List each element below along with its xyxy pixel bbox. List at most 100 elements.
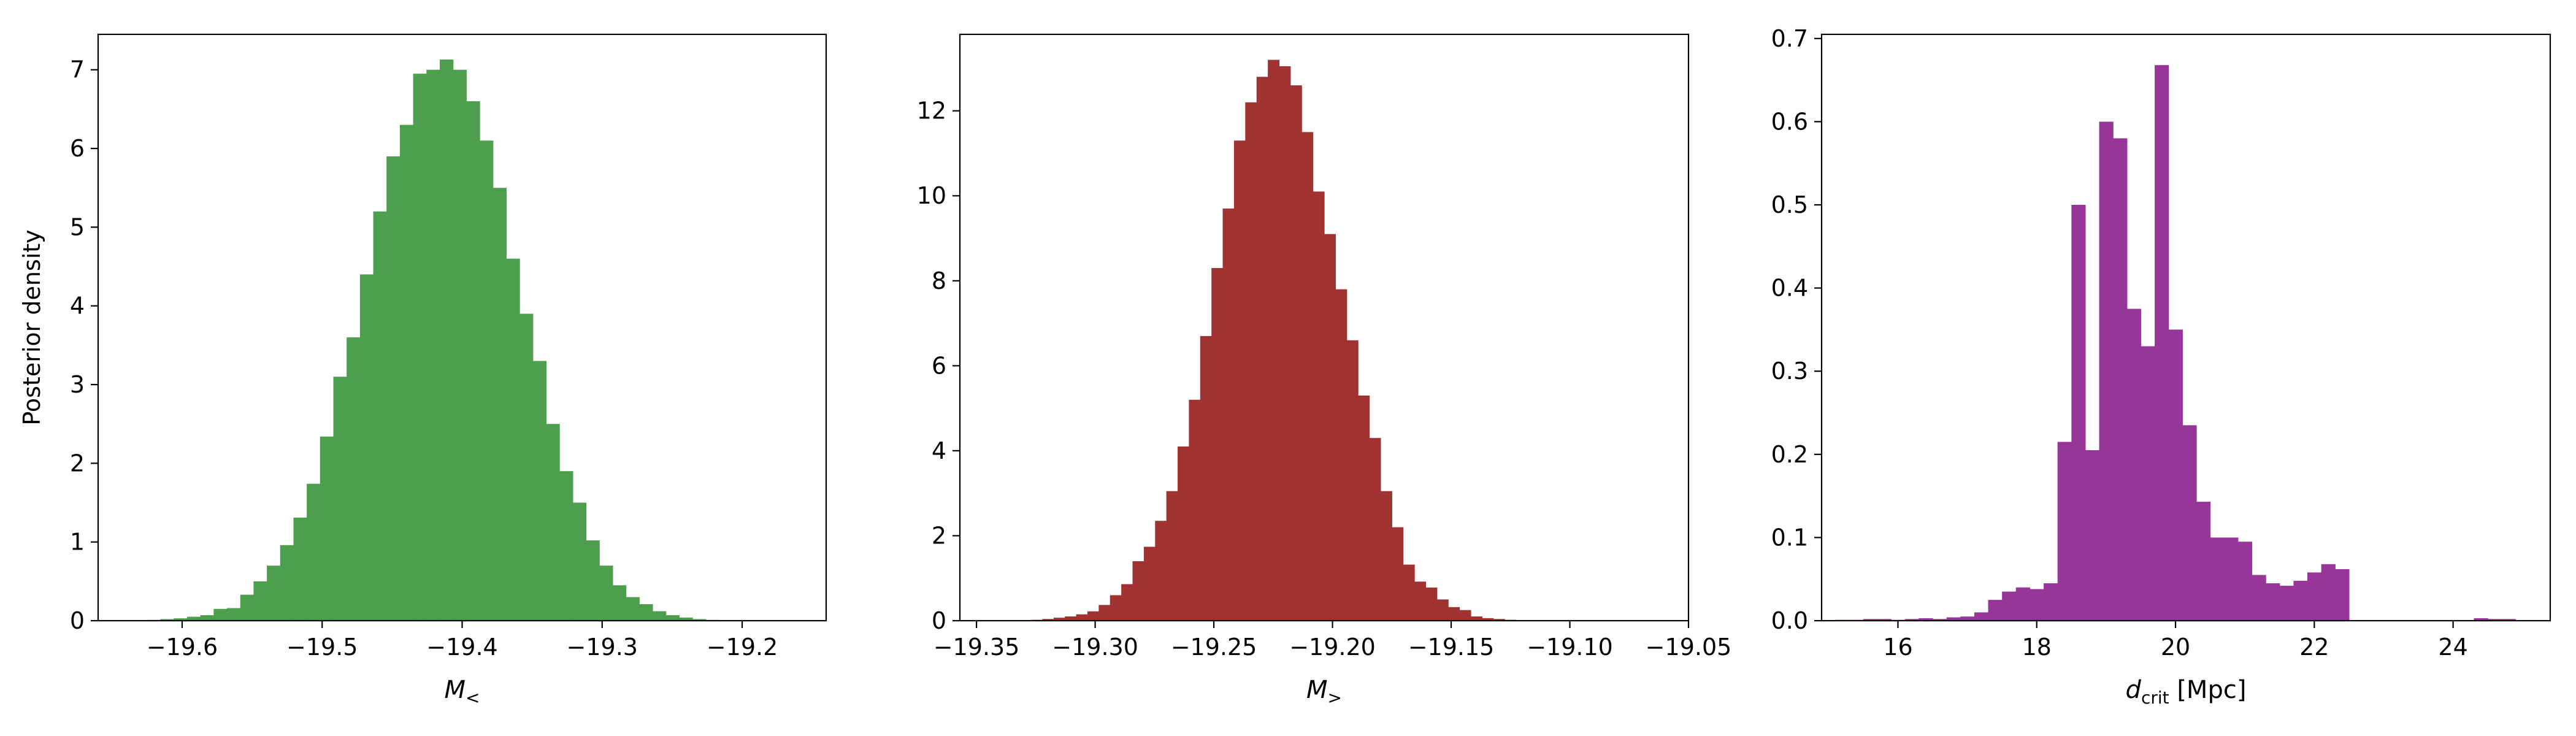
histogram-bar	[2307, 572, 2322, 621]
histogram-bar	[439, 59, 454, 621]
histogram-bar	[2071, 204, 2086, 621]
histogram-bar	[1974, 612, 1989, 621]
x-axis-label: dcrit [Mpc]	[2126, 676, 2247, 708]
histogram-bar	[307, 483, 321, 621]
histogram-bar	[1960, 616, 1975, 621]
histogram-bar	[1933, 619, 1947, 621]
histogram-bar	[1346, 340, 1359, 621]
histogram-bar	[493, 188, 507, 621]
histogram-bar	[1076, 614, 1088, 621]
histogram-bar	[1189, 399, 1201, 621]
y-tick-label: 4	[70, 293, 85, 320]
x-tick-label: −19.4	[426, 634, 497, 661]
histogram-bar	[480, 140, 494, 621]
x-tick-label: −19.15	[1408, 634, 1495, 661]
histogram-bar	[519, 313, 534, 621]
x-tick-label: 16	[1883, 634, 1912, 661]
histogram-bar	[1132, 561, 1144, 621]
y-tick-label: 10	[917, 182, 946, 209]
histogram-bar	[1143, 546, 1156, 621]
histogram-bar	[639, 604, 653, 621]
histogram-bar	[506, 258, 520, 621]
x-tick-label: −19.35	[933, 634, 1020, 661]
histogram-bar	[1493, 619, 1505, 621]
histogram-bar	[679, 617, 693, 621]
y-tick-label: 0.3	[1771, 358, 1808, 385]
histogram-bar	[2237, 542, 2253, 621]
histogram-bar	[227, 608, 241, 621]
x-tick-label: 22	[2299, 634, 2329, 661]
histogram-bar	[2085, 450, 2100, 621]
x-tick-label: −19.10	[1527, 634, 1613, 661]
histogram-bar	[1166, 491, 1178, 621]
histogram-bar	[2057, 442, 2072, 621]
y-tick-label: 12	[917, 98, 946, 125]
axes-frame	[1820, 33, 2551, 622]
histogram-bar	[1256, 77, 1268, 621]
histogram-bar	[2168, 329, 2183, 621]
panel-m-upper: −19.35 −19.30 −19.25 −19.20 −19.15 −19.10 −19.…	[917, 33, 1731, 708]
histogram-bar	[1098, 605, 1111, 621]
histogram-bar	[2266, 583, 2280, 621]
histogram-bar	[2321, 564, 2336, 621]
histogram-bar	[2293, 580, 2308, 621]
y-tick-label: 6	[932, 352, 946, 379]
histogram-bar	[1290, 85, 1302, 621]
histogram-bar	[1233, 140, 1246, 621]
histogram-bar	[2002, 591, 2017, 621]
histogram-bar	[1042, 619, 1054, 621]
histogram-bar	[1380, 491, 1392, 621]
histogram-bar	[333, 377, 347, 621]
histogram-bar	[1268, 59, 1280, 621]
y-tick-label: 0.4	[1771, 275, 1808, 302]
histogram-bar	[200, 615, 214, 621]
x-axis-label: M<	[445, 676, 480, 708]
histogram-bar	[1414, 581, 1427, 621]
histogram-bar	[612, 585, 627, 621]
histogram-bar	[1358, 395, 1370, 621]
histogram-bar	[373, 211, 387, 621]
x-tick-label: 24	[2438, 634, 2467, 661]
histogram-bar	[1279, 66, 1291, 621]
y-tick-label: 0.0	[1771, 607, 1808, 634]
histogram-bar	[2182, 425, 2197, 621]
histogram-bar	[1403, 564, 1415, 621]
histogram-bar	[1988, 600, 2003, 621]
histogram-bar	[213, 608, 228, 621]
x-tick-label: −19.25	[1171, 634, 1257, 661]
histogram-bar	[1946, 617, 1961, 621]
y-tick-label: 5	[70, 213, 85, 240]
histogram-bar	[2196, 502, 2211, 621]
histogram-bar	[186, 616, 201, 621]
x-tick-label: −19.6	[147, 634, 218, 661]
histogram-bar	[692, 619, 707, 621]
histogram-bar	[1211, 268, 1224, 621]
histogram-bar	[1065, 616, 1077, 621]
histogram-bar	[399, 125, 414, 621]
axes-frame	[959, 33, 1690, 622]
histogram-bar	[1863, 619, 1878, 621]
histogram-bar	[240, 594, 254, 621]
histogram-bar	[1178, 446, 1190, 621]
histogram-bar	[1392, 527, 1404, 621]
histogram-bar	[174, 618, 188, 621]
histogram-bar	[1110, 595, 1122, 621]
histogram-bar	[466, 101, 480, 621]
histogram-bar	[160, 619, 174, 621]
histogram-bar	[2224, 537, 2239, 621]
histogram-bar	[2126, 309, 2142, 621]
histogram-bar	[2015, 587, 2031, 621]
histogram-bar	[347, 337, 361, 621]
histogram-bar	[1436, 599, 1449, 621]
y-tick-label: 2	[932, 522, 946, 549]
histogram-bar	[1324, 234, 1336, 621]
histogram-bar	[1053, 618, 1065, 621]
histogram-bar	[1369, 438, 1381, 621]
histogram-bar	[253, 581, 267, 621]
y-tick-label: 0.5	[1771, 191, 1808, 218]
panel-m-lower: −19.6 −19.5 −19.4 −19.3 −19.2 0 1 2 3 4 5 6 7 M<	[70, 33, 827, 708]
histogram-bar	[572, 502, 587, 621]
histogram-bar	[2113, 138, 2128, 621]
x-tick-label: −19.3	[567, 634, 638, 661]
x-tick-label: −19.5	[286, 634, 358, 661]
